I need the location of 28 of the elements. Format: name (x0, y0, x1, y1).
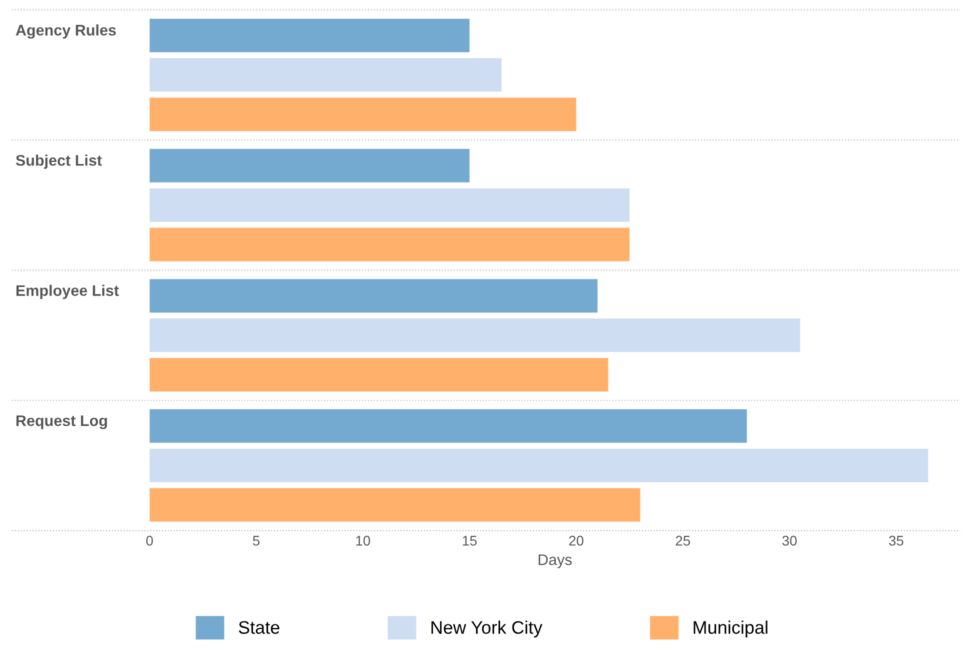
x-tick-label: 5 (252, 536, 260, 546)
x-tick-label: 20 (569, 536, 584, 546)
legend-label: Municipal (694, 620, 768, 638)
x-tick-label: 30 (782, 536, 797, 546)
x-tick-label: 15 (462, 536, 477, 546)
bar (150, 488, 640, 522)
bar (150, 318, 800, 352)
x-tick-label: 0 (146, 536, 153, 546)
bar (150, 448, 928, 482)
bar (150, 58, 502, 92)
y-tick-label: Agency Rules (16, 24, 116, 39)
y-tick-label: Request Log (16, 415, 107, 430)
x-tick-label: 10 (356, 536, 370, 546)
x-tick-label: 25 (676, 536, 690, 546)
bar (150, 98, 576, 132)
bar (150, 148, 470, 182)
bar (150, 358, 608, 392)
bar (150, 279, 598, 313)
x-axis-title: Days (538, 554, 572, 568)
bar (150, 18, 470, 52)
bar (150, 228, 630, 262)
x-tick-label: 35 (888, 536, 904, 546)
y-tick-label: Employee List (16, 284, 119, 300)
bar (150, 188, 630, 222)
y-tick-label: Subject List (16, 154, 102, 169)
legend-label: State (238, 621, 280, 634)
bar (150, 409, 747, 443)
legend-label: New York City (431, 620, 542, 638)
